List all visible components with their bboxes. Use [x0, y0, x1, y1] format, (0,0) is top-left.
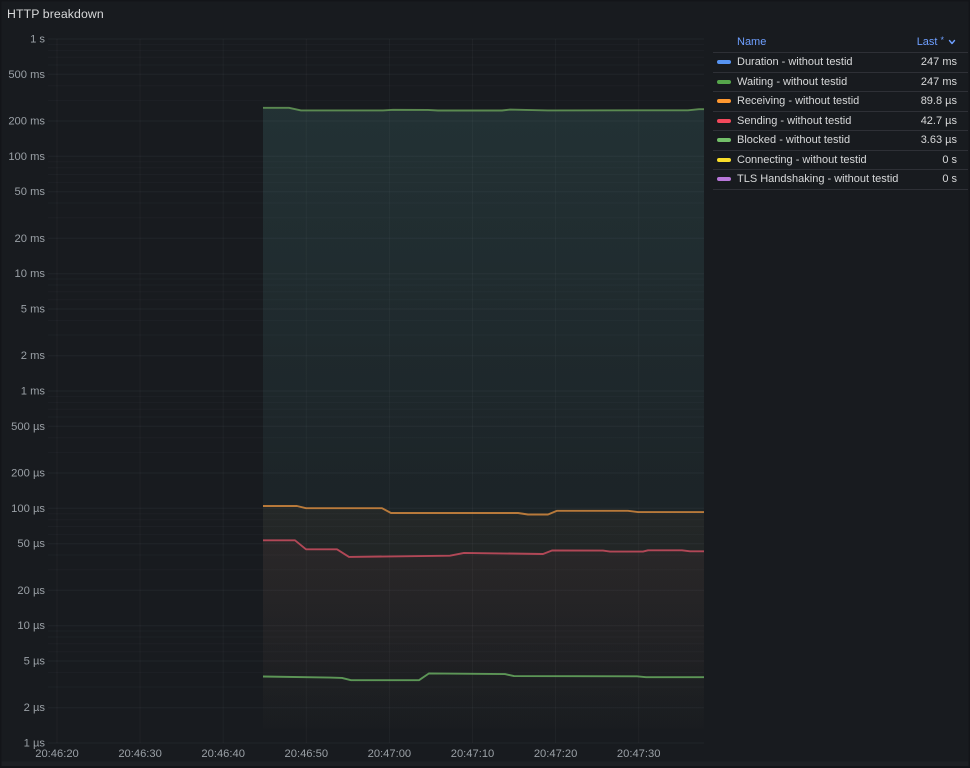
svg-text:500 µs: 500 µs [11, 421, 45, 433]
svg-text:2 ms: 2 ms [21, 350, 46, 362]
svg-text:5 µs: 5 µs [24, 656, 46, 668]
svg-text:1 ms: 1 ms [21, 386, 46, 398]
svg-text:500 ms: 500 ms [8, 69, 45, 81]
svg-text:20:46:50: 20:46:50 [285, 748, 329, 760]
svg-text:1 s: 1 s [30, 34, 45, 46]
svg-text:5 ms: 5 ms [21, 304, 46, 316]
svg-text:100 µs: 100 µs [11, 503, 45, 515]
svg-text:1 µs: 1 µs [24, 738, 46, 750]
svg-text:50 µs: 50 µs [17, 538, 45, 550]
svg-text:200 µs: 200 µs [11, 468, 45, 480]
svg-text:20:46:30: 20:46:30 [118, 748, 162, 760]
svg-text:20:47:30: 20:47:30 [617, 748, 661, 760]
svg-text:20 ms: 20 ms [15, 233, 46, 245]
svg-text:20:47:20: 20:47:20 [534, 748, 578, 760]
svg-text:20:46:40: 20:46:40 [201, 748, 245, 760]
svg-text:10 µs: 10 µs [17, 620, 45, 632]
svg-text:2 µs: 2 µs [24, 702, 46, 714]
svg-text:20:46:20: 20:46:20 [35, 748, 79, 760]
svg-text:100 ms: 100 ms [8, 151, 45, 163]
svg-text:20 µs: 20 µs [17, 585, 45, 597]
svg-text:200 ms: 200 ms [8, 116, 45, 128]
svg-text:10 ms: 10 ms [15, 268, 46, 280]
svg-text:20:47:00: 20:47:00 [368, 748, 412, 760]
svg-text:20:47:10: 20:47:10 [451, 748, 495, 760]
svg-text:50 ms: 50 ms [15, 186, 46, 198]
